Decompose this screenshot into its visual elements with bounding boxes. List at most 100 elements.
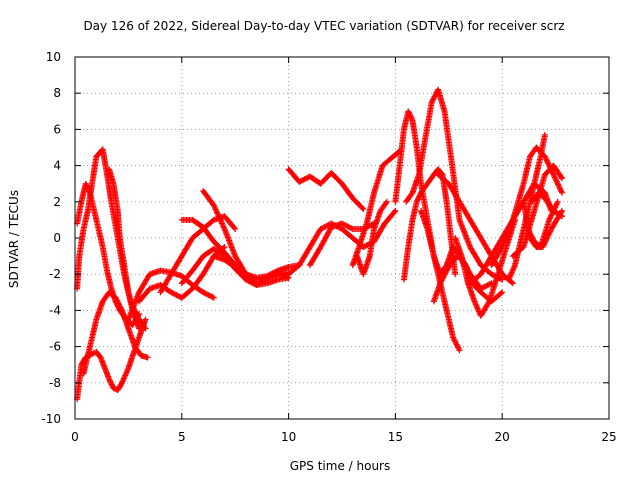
data-point: [204, 291, 211, 298]
data-point: [211, 203, 218, 210]
data-point: [144, 354, 151, 361]
data-point: [484, 282, 491, 289]
chart-title: Day 126 of 2022, Sidereal Day-to-day VTE…: [83, 19, 564, 33]
data-point: [382, 200, 389, 207]
data-point: [555, 181, 562, 188]
data-point: [266, 271, 273, 278]
data-point: [210, 294, 217, 301]
data-point: [212, 205, 219, 212]
data-point: [118, 381, 125, 388]
series-trace-13: [285, 166, 367, 213]
data-point: [174, 292, 181, 299]
data-points: [74, 86, 566, 403]
data-point: [559, 189, 566, 196]
data-point: [553, 201, 560, 208]
data-point: [269, 270, 276, 277]
data-point: [554, 180, 561, 187]
data-point: [142, 316, 149, 323]
data-point: [321, 223, 328, 230]
y-tick-label: 6: [53, 122, 61, 136]
data-point: [361, 243, 368, 250]
series-trace-24: [452, 216, 519, 319]
data-point: [483, 282, 490, 289]
data-point: [200, 289, 207, 296]
data-point: [348, 225, 355, 232]
data-point: [452, 271, 459, 278]
data-point: [218, 219, 225, 226]
x-tick-label: 0: [71, 430, 79, 444]
data-point: [545, 160, 552, 167]
data-point: [215, 213, 222, 220]
data-point: [555, 182, 562, 189]
data-point: [549, 170, 556, 177]
data-point: [322, 223, 329, 230]
data-point: [392, 207, 399, 214]
data-point: [242, 276, 249, 283]
data-point: [559, 175, 566, 182]
data-point: [173, 292, 180, 299]
data-point: [541, 131, 548, 138]
data-point: [215, 212, 222, 219]
data-point: [297, 178, 304, 185]
data-point: [318, 225, 325, 232]
data-point: [265, 272, 272, 279]
data-point: [172, 291, 179, 298]
data-point: [558, 174, 565, 181]
data-point: [345, 223, 352, 230]
series-trace-7: [136, 244, 228, 305]
series-trace-31: [529, 189, 566, 220]
data-point: [551, 173, 558, 180]
y-tick-label: -4: [49, 303, 61, 317]
y-tick-label: -8: [49, 376, 61, 390]
data-point: [553, 177, 560, 184]
data-point: [206, 292, 213, 299]
data-point: [219, 221, 226, 228]
data-point: [213, 207, 220, 214]
data-point: [480, 284, 487, 291]
data-point: [317, 225, 324, 232]
data-point: [544, 159, 551, 166]
data-point: [363, 242, 370, 249]
data-point: [339, 220, 345, 227]
series-trace-28: [509, 162, 566, 260]
data-point: [489, 271, 496, 278]
data-point: [340, 221, 347, 228]
data-point: [344, 223, 351, 230]
data-point: [509, 280, 516, 287]
y-tick-label: -10: [41, 412, 61, 426]
data-point: [217, 216, 224, 223]
data-point: [557, 212, 564, 219]
data-point: [232, 225, 239, 232]
data-point: [546, 215, 553, 222]
grid-lines: [75, 57, 609, 419]
y-axis-label: SDTVAR / TECUs: [7, 190, 21, 288]
data-point: [508, 279, 515, 286]
y-tick-label: 0: [53, 231, 61, 245]
data-point: [347, 224, 354, 231]
y-tick-label: 10: [46, 50, 61, 64]
data-point: [136, 325, 143, 332]
data-point: [231, 224, 238, 231]
data-point: [553, 178, 560, 185]
data-point: [485, 299, 492, 306]
data-point: [205, 292, 212, 299]
series-trace-20: [403, 86, 506, 283]
data-point: [343, 222, 350, 229]
data-point: [556, 184, 563, 191]
y-tick-label: 2: [53, 195, 61, 209]
data-point: [456, 347, 463, 354]
data-point: [359, 204, 366, 211]
data-point: [548, 212, 555, 219]
series-trace-30: [524, 198, 561, 251]
data-point: [210, 202, 217, 209]
data-point: [391, 209, 398, 216]
data-point: [208, 293, 215, 300]
y-tick-label: 8: [53, 86, 61, 100]
data-point: [554, 200, 561, 207]
data-point: [302, 175, 309, 182]
data-point: [551, 174, 558, 181]
data-point: [481, 283, 488, 290]
y-axis-ticks: -10 -8 -6 -4 -2 0 2 4 6 8 10: [41, 50, 609, 426]
data-point: [209, 294, 216, 301]
data-point: [273, 268, 280, 275]
